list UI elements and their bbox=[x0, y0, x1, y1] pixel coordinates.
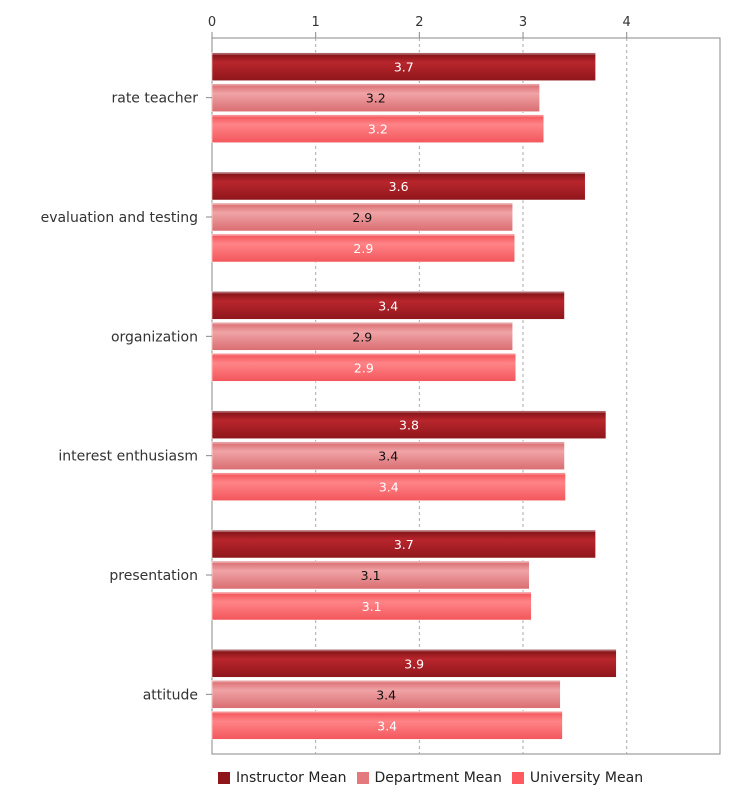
legend-label: Instructor Mean bbox=[236, 770, 347, 786]
bar bbox=[211, 291, 565, 320]
bar-highlight bbox=[212, 83, 540, 86]
bar-highlight bbox=[212, 52, 596, 55]
x-tick-label: 3 bbox=[519, 15, 527, 30]
bar bbox=[211, 410, 607, 439]
bar bbox=[211, 353, 517, 382]
x-tick-label: 2 bbox=[415, 15, 423, 30]
bar-value-label: 3.4 bbox=[377, 718, 397, 733]
bar-value-label: 2.9 bbox=[354, 360, 374, 375]
bar-highlight bbox=[212, 530, 596, 532]
bar bbox=[211, 560, 530, 590]
legend-item: Instructor Mean bbox=[218, 770, 347, 786]
bar bbox=[211, 83, 540, 112]
bar-value-label: 3.6 bbox=[389, 179, 409, 194]
bar-highlight bbox=[212, 561, 530, 563]
legend-label: Department Mean bbox=[374, 770, 502, 786]
legend-swatch bbox=[356, 772, 369, 784]
bar-value-label: 3.2 bbox=[366, 91, 386, 106]
bar-highlight bbox=[212, 410, 606, 413]
bar-highlight bbox=[212, 472, 566, 475]
bar-value-label: 2.9 bbox=[352, 329, 372, 344]
bar bbox=[211, 472, 566, 501]
bar-highlight bbox=[212, 114, 544, 117]
plot-area bbox=[211, 37, 721, 755]
bar-highlight bbox=[212, 322, 513, 325]
bar-value-label: 3.7 bbox=[394, 537, 414, 552]
legend-item: University Mean bbox=[511, 770, 644, 786]
legend-item: Department Mean bbox=[356, 770, 502, 786]
bar-value-label: 3.4 bbox=[378, 298, 398, 313]
bar bbox=[211, 233, 515, 263]
bar bbox=[211, 591, 532, 621]
bar-value-label: 3.2 bbox=[368, 122, 388, 137]
legend-label: University Mean bbox=[529, 770, 644, 786]
bar bbox=[211, 114, 545, 143]
bar-highlight bbox=[212, 592, 532, 594]
bar-value-label: 2.9 bbox=[352, 210, 372, 225]
bar-value-label: 3.7 bbox=[394, 60, 414, 75]
category-label: attitude bbox=[143, 687, 198, 703]
bar bbox=[211, 322, 513, 351]
bar-highlight bbox=[212, 441, 565, 444]
bar-highlight bbox=[212, 680, 561, 683]
legend: Instructor Mean Department Mean University… bbox=[218, 770, 643, 786]
category-label: interest enthusiasm bbox=[58, 449, 198, 465]
bar-highlight bbox=[212, 711, 563, 714]
bar-value-label: 2.9 bbox=[353, 241, 373, 256]
bar-value-label: 3.9 bbox=[404, 656, 424, 671]
bar bbox=[211, 680, 561, 709]
x-tick-label: 1 bbox=[312, 15, 320, 30]
category-label: evaluation and testing bbox=[41, 210, 198, 226]
legend-swatch bbox=[511, 772, 524, 784]
x-tick-label: 0 bbox=[208, 15, 216, 30]
bar-value-label: 3.8 bbox=[399, 418, 419, 433]
category-label: rate teacher bbox=[111, 91, 198, 107]
bar-highlight bbox=[212, 234, 515, 236]
bar-highlight bbox=[212, 203, 513, 205]
bar-value-label: 3.1 bbox=[361, 568, 381, 583]
bar bbox=[211, 649, 617, 678]
bar-highlight bbox=[212, 353, 516, 356]
bar-value-label: 3.4 bbox=[379, 480, 399, 495]
bar-highlight bbox=[212, 291, 565, 294]
bar-value-label: 3.1 bbox=[362, 599, 382, 614]
bar bbox=[211, 52, 596, 81]
category-label: organization bbox=[111, 329, 198, 345]
bar bbox=[211, 529, 596, 559]
bar bbox=[211, 711, 563, 740]
category-label: presentation bbox=[109, 568, 198, 584]
legend-swatch bbox=[218, 772, 230, 784]
x-tick-label: 4 bbox=[623, 15, 631, 30]
bar bbox=[211, 171, 586, 201]
bar-value-label: 3.4 bbox=[376, 687, 396, 702]
bar bbox=[211, 441, 565, 470]
bar-value-label: 3.4 bbox=[378, 449, 398, 464]
bar-highlight bbox=[212, 172, 586, 174]
bar-highlight bbox=[212, 649, 617, 652]
